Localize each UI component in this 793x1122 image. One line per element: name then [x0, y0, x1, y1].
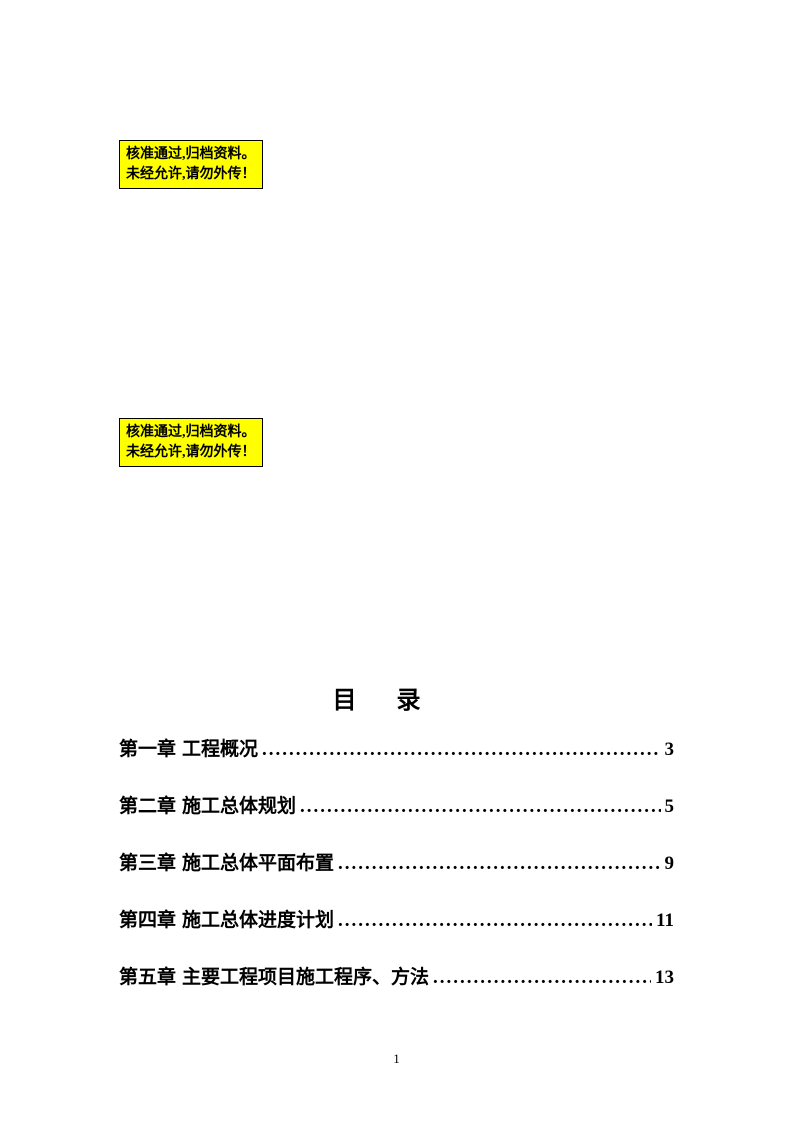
- toc-entry: 第二章 施工总体规划 5: [119, 791, 674, 818]
- toc-page: 13: [655, 967, 674, 989]
- toc-dots: [300, 796, 660, 818]
- toc-chapter: 第二章: [119, 791, 176, 818]
- stamp-line: 未经允许,请勿外传！: [126, 165, 256, 185]
- toc-dots: [338, 910, 652, 932]
- toc-title: 目录: [0, 680, 793, 715]
- toc-name: 工程概况: [182, 734, 258, 761]
- toc-chapter: 第四章: [119, 905, 176, 932]
- toc-chapter: 第一章: [119, 734, 176, 761]
- approval-stamp-1: 核准通过,归档资料。 未经允许,请勿外传！: [119, 140, 263, 189]
- page-number: 1: [0, 1051, 793, 1067]
- toc-page: 11: [656, 910, 674, 932]
- toc-dots: [338, 853, 660, 875]
- toc-page: 5: [665, 796, 675, 818]
- toc-entry: 第三章 施工总体平面布置 9: [119, 848, 674, 875]
- toc-page: 3: [665, 739, 675, 761]
- toc-name: 主要工程项目施工程序、方法: [182, 962, 429, 989]
- toc-name: 施工总体平面布置: [182, 848, 334, 875]
- toc-name: 施工总体规划: [182, 791, 296, 818]
- stamp-line: 未经允许,请勿外传！: [126, 443, 256, 463]
- toc-container: 第一章 工程概况 3 第二章 施工总体规划 5 第三章 施工总体平面布置 9 第…: [119, 734, 674, 1019]
- stamp-line: 核准通过,归档资料。: [126, 423, 256, 443]
- toc-entry: 第一章 工程概况 3: [119, 734, 674, 761]
- toc-chapter: 第三章: [119, 848, 176, 875]
- toc-page: 9: [665, 853, 675, 875]
- toc-entry: 第四章 施工总体进度计划 11: [119, 905, 674, 932]
- toc-dots: [262, 739, 660, 761]
- approval-stamp-2: 核准通过,归档资料。 未经允许,请勿外传！: [119, 418, 263, 467]
- stamp-line: 核准通过,归档资料。: [126, 145, 256, 165]
- toc-dots: [433, 967, 651, 989]
- toc-chapter: 第五章: [119, 962, 176, 989]
- toc-name: 施工总体进度计划: [182, 905, 334, 932]
- toc-entry: 第五章 主要工程项目施工程序、方法 13: [119, 962, 674, 989]
